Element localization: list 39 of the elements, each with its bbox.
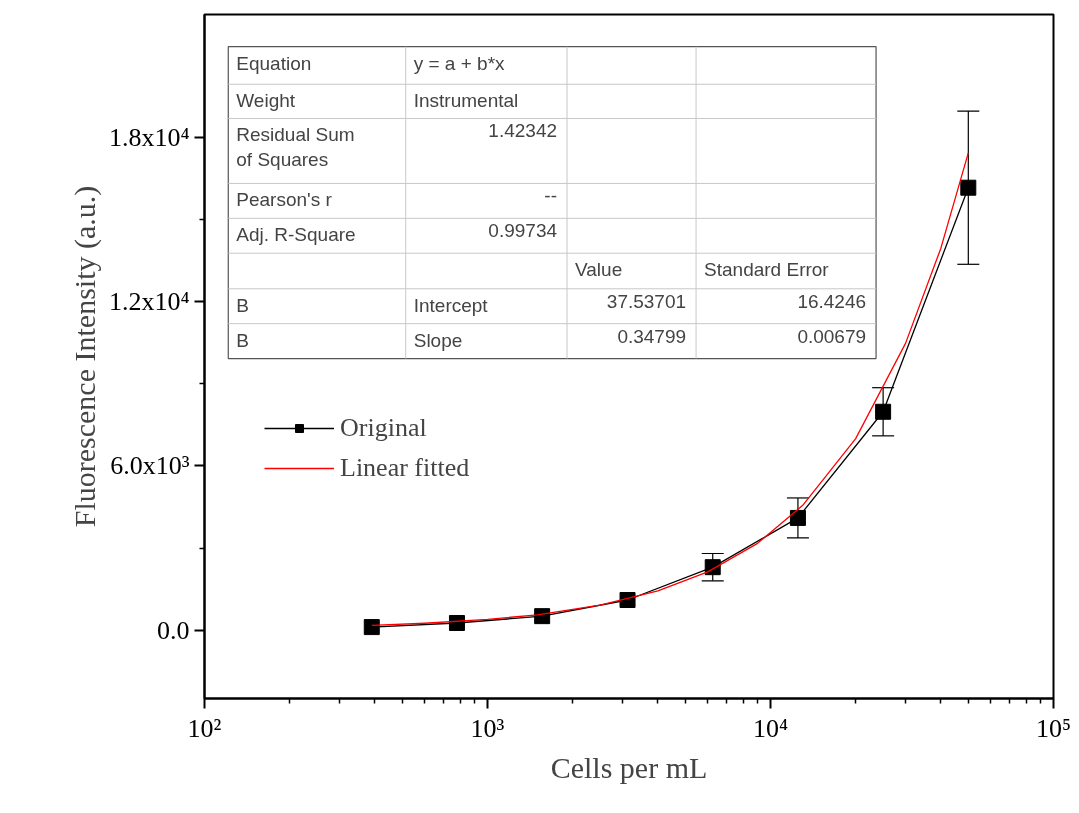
point bbox=[448, 614, 465, 631]
annotation: Standard Error bbox=[704, 259, 830, 281]
y-axis-title: Fluorescence Intensity (a.u.) bbox=[67, 185, 102, 528]
point bbox=[619, 592, 636, 608]
annotation: Adj. R-Square bbox=[236, 224, 356, 246]
annotation: Weight bbox=[236, 90, 296, 112]
annotation: 37.53701 bbox=[606, 290, 687, 312]
x-tick-label: 10⁵ bbox=[1035, 713, 1072, 743]
annotation: -- bbox=[544, 185, 558, 207]
x-tick-label: 10² bbox=[187, 713, 222, 743]
annotation: 0.00679 bbox=[797, 325, 867, 347]
annotation: Value bbox=[575, 259, 623, 281]
annotation: Equation bbox=[236, 52, 312, 74]
x-axis-title: Cells per mL bbox=[550, 750, 708, 784]
annotation: 1.42342 bbox=[488, 120, 558, 142]
y-tick-label: 0.0 bbox=[157, 615, 190, 645]
annotation: B bbox=[236, 329, 249, 351]
legend-label: Linear fitted bbox=[340, 453, 470, 483]
x-tick-label: 10⁴ bbox=[752, 713, 789, 743]
annotation: 0.99734 bbox=[488, 220, 558, 242]
annotation: Pearson's r bbox=[236, 189, 333, 211]
point bbox=[789, 509, 806, 526]
annotation: 16.4246 bbox=[797, 290, 867, 312]
y-tick-label: 1.8x10⁴ bbox=[108, 123, 190, 153]
annotation: Residual Sum of Squares bbox=[236, 124, 355, 170]
point bbox=[363, 619, 380, 636]
annotation: 0.34799 bbox=[617, 325, 687, 347]
annotation: Slope bbox=[413, 329, 463, 351]
annotation: B bbox=[236, 294, 249, 316]
point bbox=[960, 179, 977, 196]
y-tick-label: 6.0x10³ bbox=[110, 451, 190, 481]
point bbox=[875, 403, 892, 420]
y-tick-label: 1.2x10⁴ bbox=[108, 287, 190, 317]
annotation: y = a + b*x bbox=[413, 52, 506, 74]
annotation: Instrumental bbox=[413, 90, 519, 112]
annotation: Intercept bbox=[413, 294, 489, 316]
point bbox=[534, 608, 551, 625]
legend-label: Original bbox=[340, 413, 427, 443]
x-tick-label: 10³ bbox=[470, 713, 505, 743]
